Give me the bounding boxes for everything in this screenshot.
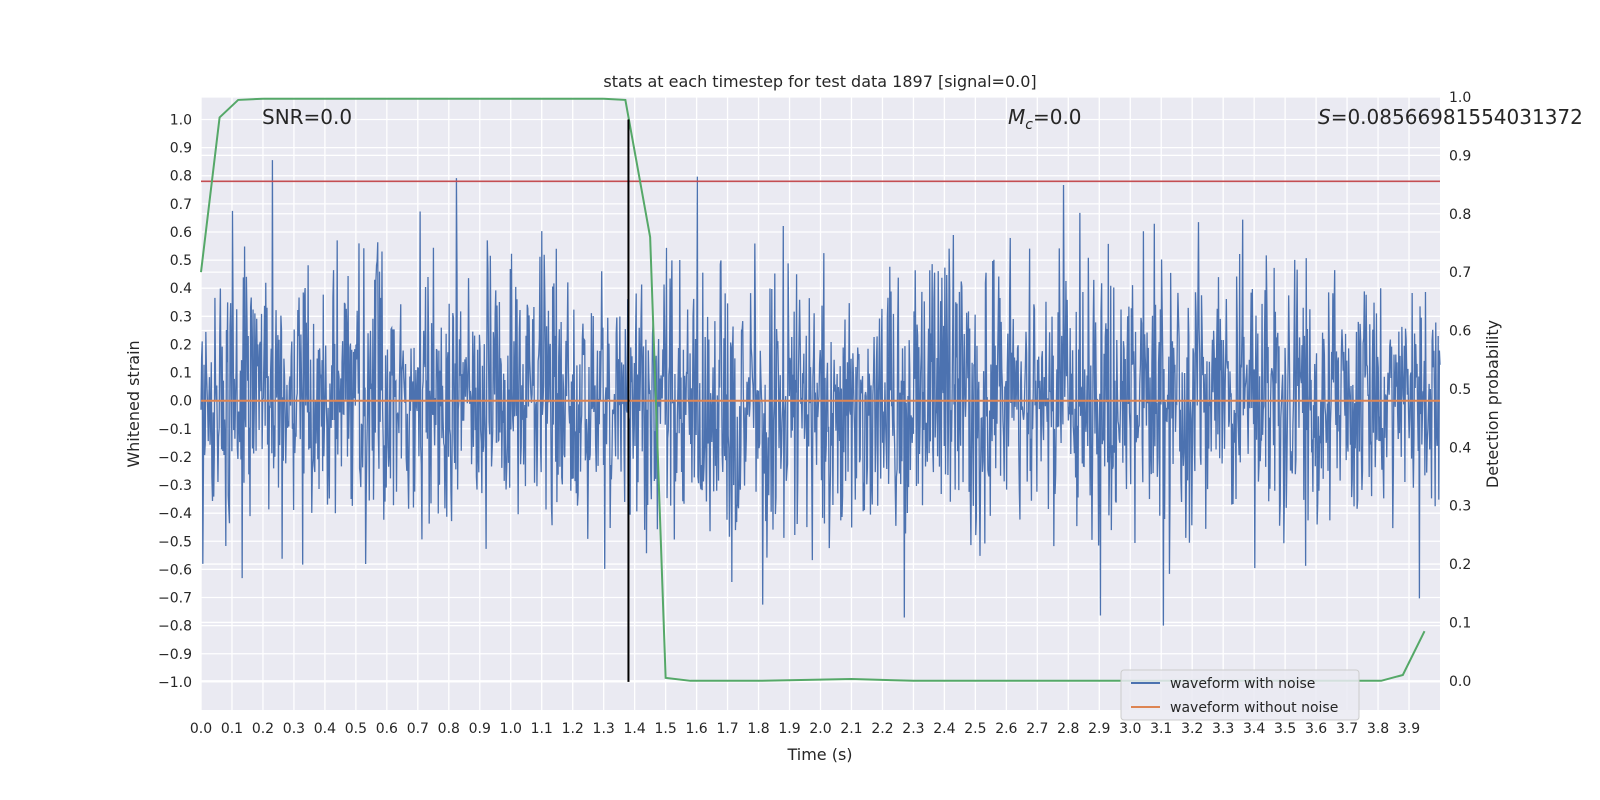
left-y-tick-label: 0.8 xyxy=(170,169,192,185)
left-y-tick-label: 0.4 xyxy=(170,281,192,297)
x-tick-label: 2.8 xyxy=(1057,721,1079,737)
x-tick-label: 0.4 xyxy=(314,721,336,737)
x-tick-label: 3.7 xyxy=(1336,721,1358,737)
chirp-mass-annotation: Mc=0.0 xyxy=(1008,105,1082,133)
legend-label-noise: waveform with noise xyxy=(1170,676,1315,692)
x-tick-label: 1.3 xyxy=(593,721,615,737)
right-y-tick-label: 0.3 xyxy=(1449,499,1471,515)
x-tick-label: 3.4 xyxy=(1243,721,1265,737)
x-tick-label: 1.2 xyxy=(562,721,584,737)
right-y-tick-label: 0.5 xyxy=(1449,382,1471,398)
x-tick-label: 0.0 xyxy=(190,721,212,737)
x-tick-label: 3.3 xyxy=(1212,721,1234,737)
x-tick-label: 1.1 xyxy=(531,721,553,737)
x-tick-label: 0.7 xyxy=(407,721,429,737)
x-tick-label: 2.1 xyxy=(840,721,862,737)
x-tick-label: 1.4 xyxy=(624,721,646,737)
left-y-tick-label: 0.5 xyxy=(170,253,192,269)
left-y-tick-label: −0.7 xyxy=(158,591,192,607)
right-y-tick-label: 0.4 xyxy=(1449,440,1471,456)
right-y-tick-label: 0.8 xyxy=(1449,207,1471,223)
x-tick-label: 3.2 xyxy=(1181,721,1203,737)
left-y-tick-label: −0.1 xyxy=(158,422,192,438)
waveform-with-noise-line xyxy=(200,160,1441,626)
mc-value: =0.0 xyxy=(1033,105,1082,129)
x-tick-label: 3.8 xyxy=(1367,721,1389,737)
x-axis-label: Time (s) xyxy=(786,745,852,764)
x-tick-label: 3.9 xyxy=(1398,721,1420,737)
left-y-tick-label: −0.5 xyxy=(158,534,192,550)
x-tick-label: 2.2 xyxy=(871,721,893,737)
x-tick-label: 1.6 xyxy=(685,721,707,737)
left-y-tick-label: 0.3 xyxy=(170,309,192,325)
x-tick-label: 2.4 xyxy=(933,721,955,737)
x-tick-label: 2.7 xyxy=(1026,721,1048,737)
left-y-axis-label: Whitened strain xyxy=(124,340,143,467)
left-y-axis-ticks: 1.0 0.9 0.8 0.7 0.6 0.5 0.4 0.3 0.2 0.1 0.0 −0.1 −0.… xyxy=(158,112,192,690)
left-y-tick-label: 0.1 xyxy=(170,366,192,382)
right-y-tick-label: 0.0 xyxy=(1449,674,1471,690)
snr-annotation: SNR=0.0 xyxy=(262,105,352,129)
right-y-tick-label: 0.2 xyxy=(1449,557,1471,573)
x-tick-label: 1.0 xyxy=(500,721,522,737)
s-value: =0.08566981554031372 xyxy=(1331,105,1583,129)
left-y-tick-label: −0.4 xyxy=(158,506,192,522)
series-waveform-with-noise xyxy=(200,160,1441,626)
right-y-tick-label: 0.6 xyxy=(1449,324,1471,340)
left-y-tick-label: −0.6 xyxy=(158,562,192,578)
x-tick-label: 1.8 xyxy=(747,721,769,737)
left-y-tick-label: 0.7 xyxy=(170,197,192,213)
x-tick-label: 0.8 xyxy=(438,721,460,737)
left-y-tick-label: −0.9 xyxy=(158,647,192,663)
left-y-tick-label: 1.0 xyxy=(170,112,192,128)
left-y-tick-label: −1.0 xyxy=(158,675,192,691)
mc-subscript: c xyxy=(1025,117,1033,133)
left-y-tick-label: 0.6 xyxy=(170,225,192,241)
right-y-tick-label: 1.0 xyxy=(1449,90,1471,106)
x-tick-label: 2.9 xyxy=(1088,721,1110,737)
x-tick-label: 1.9 xyxy=(778,721,800,737)
x-tick-label: 3.5 xyxy=(1274,721,1296,737)
x-axis-ticks: 0.0 0.1 0.2 0.3 0.4 0.5 0.6 0.7 0.8 0.9 1.0 1.1 1.2 1… xyxy=(190,721,1420,737)
legend-label-clean: waveform without noise xyxy=(1170,700,1338,716)
x-tick-label: 2.0 xyxy=(809,721,831,737)
x-tick-label: 0.3 xyxy=(283,721,305,737)
x-tick-label: 0.5 xyxy=(345,721,367,737)
x-tick-label: 0.6 xyxy=(376,721,398,737)
x-tick-label: 0.2 xyxy=(252,721,274,737)
x-tick-label: 0.1 xyxy=(221,721,243,737)
legend: waveform with noise waveform without noi… xyxy=(1120,669,1360,721)
chart-title: stats at each timestep for test data 189… xyxy=(603,72,1036,91)
x-tick-label: 3.6 xyxy=(1305,721,1327,737)
left-y-tick-label: −0.8 xyxy=(158,619,192,635)
right-y-axis-label: Detection probability xyxy=(1483,320,1502,488)
x-tick-label: 1.7 xyxy=(716,721,738,737)
x-tick-label: 3.1 xyxy=(1150,721,1172,737)
right-y-axis-ticks: 1.0 0.9 0.8 0.7 0.6 0.5 0.4 0.3 0.2 0.1 0.0 xyxy=(1449,90,1471,690)
left-y-tick-label: −0.2 xyxy=(158,450,192,466)
legend-box xyxy=(1120,669,1360,721)
left-y-tick-label: 0.2 xyxy=(170,337,192,353)
x-tick-label: 2.6 xyxy=(995,721,1017,737)
left-y-tick-label: −0.3 xyxy=(158,478,192,494)
right-y-tick-label: 0.1 xyxy=(1449,615,1471,631)
x-tick-label: 3.0 xyxy=(1119,721,1141,737)
left-y-tick-label: 0.9 xyxy=(170,141,192,157)
mc-symbol: M xyxy=(1008,105,1025,129)
s-symbol: S xyxy=(1318,105,1331,129)
x-tick-label: 1.5 xyxy=(654,721,676,737)
left-y-tick-label: 0.0 xyxy=(170,394,192,410)
right-y-tick-label: 0.9 xyxy=(1449,148,1471,164)
statistic-annotation: S=0.08566981554031372 xyxy=(1318,105,1583,129)
x-tick-label: 0.9 xyxy=(469,721,491,737)
right-y-tick-label: 0.7 xyxy=(1449,265,1471,281)
x-tick-label: 2.5 xyxy=(964,721,986,737)
x-tick-label: 2.3 xyxy=(902,721,924,737)
